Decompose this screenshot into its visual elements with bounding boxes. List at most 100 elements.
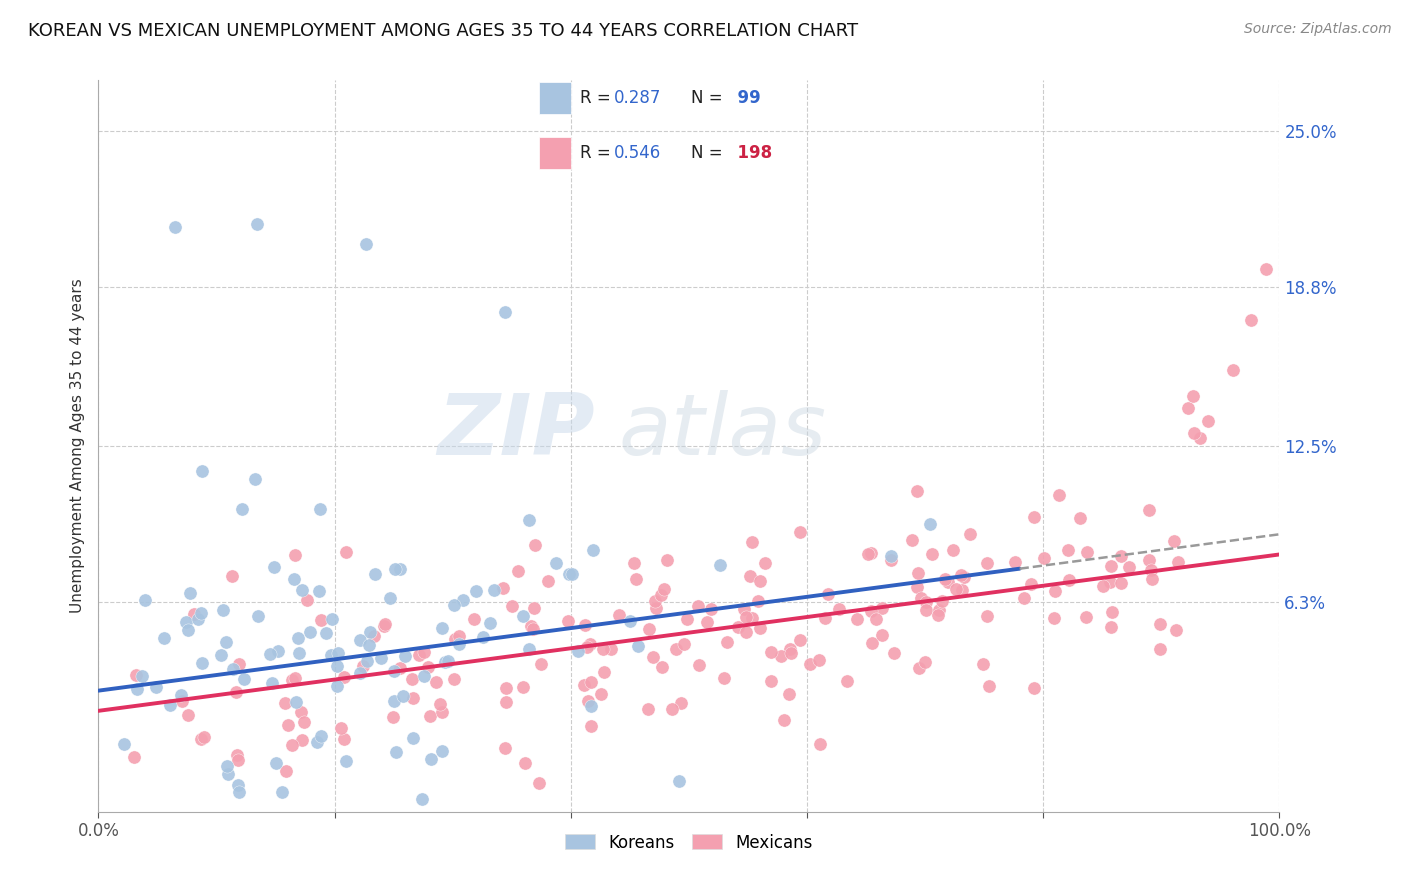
Point (759, 673, 782, 688)
Point (124, 668, 146, 682)
Point (1149, 641, 1171, 656)
Point (1047, 488, 1070, 502)
Point (412, 669, 434, 683)
Point (519, 513, 541, 527)
Point (163, 219, 186, 234)
Point (574, 618, 596, 632)
Point (1149, 617, 1171, 632)
Point (495, 681, 517, 695)
Point (246, 608, 269, 623)
Point (789, 632, 811, 647)
Point (735, 610, 758, 624)
Point (915, 603, 938, 617)
Point (1140, 573, 1163, 587)
Point (392, 690, 415, 704)
Point (263, 559, 285, 574)
Point (950, 567, 973, 582)
Point (288, 646, 311, 660)
Point (517, 642, 540, 657)
Point (769, 649, 792, 664)
Point (914, 594, 936, 608)
Point (536, 574, 558, 589)
Point (544, 557, 567, 571)
Point (807, 653, 830, 667)
Point (661, 702, 683, 716)
Text: R =: R = (581, 145, 616, 162)
Point (494, 741, 516, 756)
Point (779, 641, 801, 656)
Point (226, 752, 249, 766)
Point (835, 673, 858, 688)
Point (432, 621, 454, 635)
Point (131, 669, 153, 683)
Point (668, 774, 690, 789)
Point (749, 621, 772, 635)
Point (522, 601, 544, 615)
Point (134, 593, 156, 607)
Point (280, 673, 302, 687)
Point (443, 598, 465, 612)
Point (1139, 563, 1161, 577)
Point (174, 615, 197, 629)
Point (512, 609, 534, 624)
Point (127, 681, 149, 696)
Point (328, 646, 350, 660)
Point (523, 538, 546, 552)
Point (291, 582, 314, 597)
Point (713, 671, 735, 685)
Point (651, 659, 673, 673)
Point (321, 611, 343, 625)
Point (183, 607, 205, 621)
Point (437, 654, 460, 668)
Point (277, 718, 299, 732)
Point (271, 784, 294, 798)
Point (1197, 414, 1219, 428)
Point (779, 646, 801, 660)
Point (225, 748, 247, 763)
Point (374, 617, 396, 632)
Point (741, 535, 763, 549)
Point (354, 237, 377, 252)
Point (870, 601, 893, 615)
Point (177, 707, 200, 722)
Point (1099, 620, 1122, 634)
Point (561, 566, 583, 581)
Point (463, 612, 485, 626)
Point (581, 719, 603, 733)
Point (738, 569, 761, 583)
Point (281, 738, 304, 752)
Point (447, 629, 470, 643)
Point (388, 562, 411, 576)
Point (700, 602, 723, 616)
Point (311, 729, 333, 743)
Point (880, 549, 903, 563)
Point (716, 635, 738, 649)
Point (567, 644, 589, 658)
Point (1045, 583, 1067, 598)
Point (444, 632, 467, 646)
Point (934, 572, 956, 586)
Point (335, 754, 357, 768)
Point (122, 750, 145, 764)
Point (972, 657, 994, 672)
Point (952, 570, 974, 584)
Point (401, 672, 423, 686)
Point (860, 636, 883, 650)
Point (638, 622, 661, 636)
Point (592, 665, 614, 679)
Point (1019, 577, 1042, 591)
Point (936, 574, 959, 589)
Bar (538, 137, 571, 169)
Point (1091, 578, 1114, 592)
Point (950, 583, 973, 598)
Point (357, 639, 380, 653)
Text: atlas: atlas (619, 390, 827, 473)
Point (914, 656, 936, 670)
Point (942, 542, 965, 557)
Point (228, 785, 250, 799)
Point (1099, 558, 1122, 573)
Point (599, 641, 621, 656)
Point (315, 626, 337, 640)
Text: ZIP: ZIP (437, 390, 595, 473)
Text: R =: R = (581, 89, 616, 107)
